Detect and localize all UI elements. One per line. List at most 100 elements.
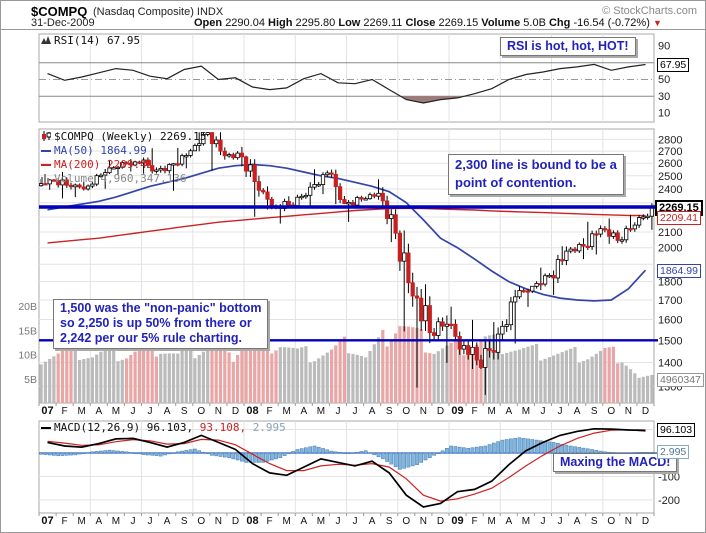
macd-axis-label: -200 [658, 495, 680, 507]
month-label: A [164, 406, 171, 417]
month-label: S [591, 516, 598, 527]
ma50-value-callout: 1864.99 [657, 264, 701, 278]
ma50-line [47, 163, 647, 302]
month-label: N [215, 516, 222, 527]
month-label: S [591, 406, 598, 417]
month-label: S [181, 406, 188, 417]
price-axis-label: 1800 [658, 277, 682, 289]
macd-legend-label: MACD(12,26,9) 96.103, [54, 421, 194, 434]
panel-frames [38, 33, 655, 514]
close-label: Close [405, 17, 436, 29]
volume-bars-icon [41, 173, 51, 186]
price-axis-label: 1500 [658, 335, 682, 347]
volume-value: 5.0B [523, 17, 546, 29]
month-label: 09 [451, 515, 463, 527]
month-label: M [112, 516, 120, 527]
month-label: J [131, 406, 136, 417]
chart-header: $COMPQ (Nasdaq Composite) INDX © StockCh… [1, 1, 705, 29]
month-label: S [386, 516, 393, 527]
month-label: O [197, 516, 205, 527]
month-label: J [336, 406, 341, 417]
rsi-axis-label: 90 [658, 41, 670, 53]
price-axis-label: 2700 [658, 146, 682, 158]
volume-axis-label: 15B [18, 325, 37, 337]
month-label: M [488, 516, 496, 527]
ticker-symbol: $COMPQ [31, 4, 88, 19]
month-label: F [472, 406, 478, 417]
price-annotation-line2: point of contention. [455, 175, 577, 190]
volume-bars [39, 326, 654, 403]
month-label: M [488, 406, 496, 417]
month-label: D [232, 406, 239, 417]
month-label: O [607, 406, 615, 417]
price-axis-label: 2100 [658, 227, 682, 239]
month-label: A [164, 516, 171, 527]
month-label: M [78, 516, 86, 527]
month-label: M [522, 406, 530, 417]
month-label: J [353, 406, 358, 417]
bottom-annotation-line2: so 2,250 is up 50% from there or [60, 316, 252, 330]
month-label: J [558, 516, 563, 527]
volume-legend-label: Volume 4,960,347,136 [54, 172, 187, 185]
rsi-annotation: RSI is hot, hot, HOT! [500, 37, 636, 56]
ma200-legend-label: MA(200) 2209.41 [54, 158, 154, 171]
month-label: S [181, 516, 188, 527]
ma50-line-icon [41, 145, 51, 158]
rsi-panel: 90 50 30 10 [39, 41, 670, 120]
month-label: N [625, 406, 632, 417]
month-label: M [112, 406, 120, 417]
price-annotation: 2,300 line is bound to be a point of con… [448, 154, 624, 195]
macd-signal-value: 93.108, [199, 421, 247, 434]
month-label: N [420, 406, 427, 417]
hist-value-callout: 2.995 [657, 445, 690, 459]
ma200-line-icon [41, 159, 51, 172]
high-label: High [268, 17, 293, 29]
ticker-description: (Nasdaq Composite) INDX [93, 6, 224, 18]
volume-legend-row: Volume 4,960,347,136 [41, 172, 206, 186]
price-axis-label: 2600 [658, 158, 682, 170]
time-axis: 07 F M A M J J A S O N D 08 F M A M J J A S O N D 09 F M A M J J A S O N D0… [38, 403, 655, 527]
macd-line-icon [41, 422, 51, 435]
month-label: J [541, 406, 546, 417]
macd-axis-label: -100 [658, 472, 680, 484]
ma50-legend-row: MA(50) 1864.99 [41, 144, 206, 158]
month-label: F [267, 516, 273, 527]
month-label: A [505, 406, 512, 417]
month-label: O [197, 406, 205, 417]
month-label: F [472, 516, 478, 527]
bottom-annotation: 1,500 was the "non-panic" bottom so 2,25… [53, 299, 269, 349]
month-label: J [336, 516, 341, 527]
macd-legend: MACD(12,26,9) 96.103, 93.108, 2.995 [41, 421, 286, 435]
price-axis-label: 2400 [658, 184, 682, 196]
month-label: S [386, 406, 393, 417]
macd-annotation: Maxing the MACD! [553, 453, 678, 472]
month-label: M [317, 406, 325, 417]
price-legend: $COMPQ (Weekly) 2269.15 MA(50) 1864.99 M… [41, 130, 206, 186]
month-label: A [300, 406, 307, 417]
ma200-line [47, 207, 646, 244]
volume-axis-label: 20B [18, 301, 37, 313]
chg-label: Chg [548, 17, 571, 29]
month-label: D [642, 406, 649, 417]
ma200-legend-row: MA(200) 2209.41 [41, 158, 206, 172]
header-divider [1, 29, 705, 30]
quote-values: Open 2290.04 High 2295.80 Low 2269.11 Cl… [194, 17, 662, 29]
month-label: A [369, 406, 376, 417]
candlesticks [39, 132, 655, 395]
month-label: J [148, 516, 153, 527]
month-label: J [131, 516, 136, 527]
month-label: 08 [246, 405, 258, 417]
price-axis-label: 2000 [658, 243, 682, 255]
month-label: N [625, 516, 632, 527]
open-label: Open [194, 17, 223, 29]
month-label: 08 [246, 515, 258, 527]
volume-value-callout: 4960347 [657, 373, 704, 387]
month-label: A [300, 516, 307, 527]
month-label: M [522, 516, 530, 527]
month-label: 07 [41, 515, 53, 527]
low-label: Low [338, 17, 361, 29]
chg-value: -16.54 (-0.72%) [573, 17, 650, 29]
month-label: O [402, 406, 410, 417]
